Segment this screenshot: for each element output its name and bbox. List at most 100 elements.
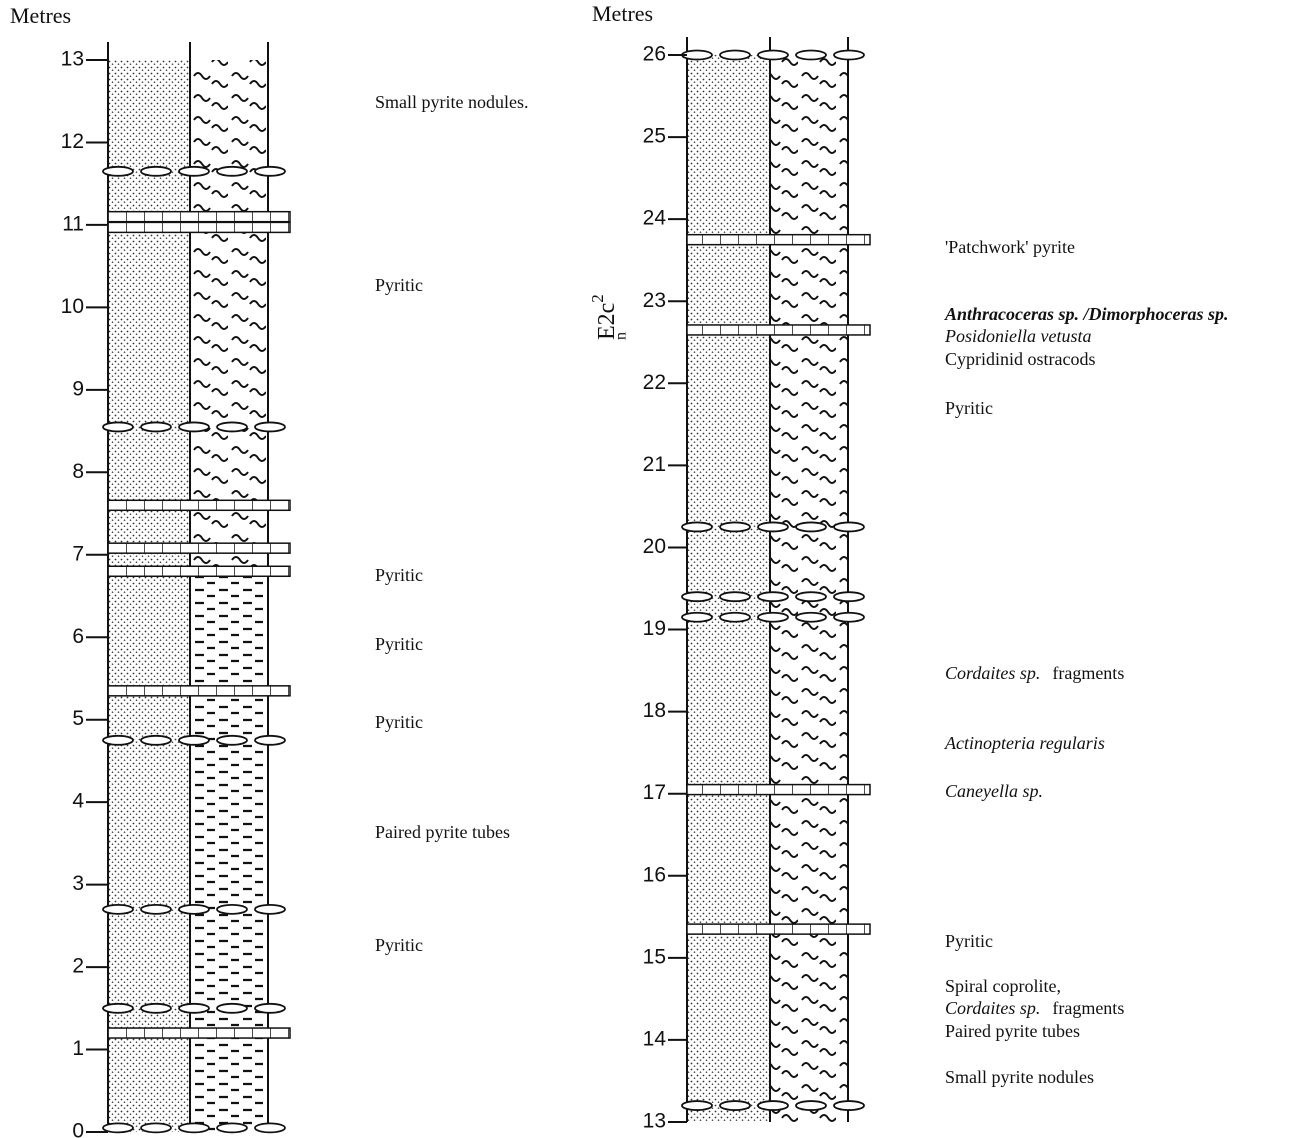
annotation: Anthracoceras sp. /Dimorphoceras sp. [944,304,1229,324]
nodule [720,522,750,531]
nodule [179,167,209,176]
species-name: Actinopteria regularis [944,733,1105,753]
nodule [682,613,712,622]
limestone-band [687,325,870,335]
nodule [255,905,285,914]
limestone-band [108,566,290,576]
nodule [217,905,247,914]
axis-label: Metres [10,3,71,28]
nodule [179,1123,209,1132]
nodule [255,422,285,431]
tick-label: 25 [643,125,666,148]
nodule [834,592,864,601]
annotation-text: Cypridinid ostracods [945,349,1096,369]
annotation-text: Pyritic [375,634,423,654]
annotation: Pyritic [375,935,423,955]
nodule [141,905,171,914]
tick-label: 20 [643,535,666,558]
annotation: Pyritic [375,712,423,732]
nodule [834,522,864,531]
nodule [720,613,750,622]
annotation: Pyritic [945,398,993,418]
tick-label: 2 [72,955,84,978]
nodule [141,422,171,431]
nodule [255,736,285,745]
species-name: Caneyella sp. [945,781,1043,801]
shale-column-laminated [190,571,268,1132]
annotation: Pyritic [375,634,423,654]
zone-superscript: 2 [588,294,607,303]
annotation-text: Pyritic [375,565,423,585]
nodule [834,51,864,60]
tick-label: 24 [643,207,667,230]
limestone-band [108,500,290,510]
tick-label: 4 [72,790,84,813]
nodule [255,1123,285,1132]
annotation: Paired pyrite tubes [945,1021,1080,1041]
nodule [141,1004,171,1013]
nodule [179,905,209,914]
tick-label: 10 [61,295,84,318]
nodule [720,1101,750,1110]
tick-label: 9 [72,377,84,400]
tick-label: 11 [62,212,84,235]
annotation: Pyritic [945,931,993,951]
tick-label: 7 [72,542,84,565]
nodule [682,522,712,531]
tick-label: 0 [72,1120,84,1138]
annotation-text: Paired pyrite tubes [945,1021,1080,1041]
tick-label: 5 [72,707,84,730]
zone-subscript: n [613,332,630,340]
nodule [141,167,171,176]
nodule [682,1101,712,1110]
tick-label: 22 [643,371,666,394]
annotation: Paired pyrite tubes [375,822,510,842]
nodule [255,167,285,176]
annotation-text: Pyritic [375,275,423,295]
tick-label: 18 [643,699,666,722]
tick-label: 17 [643,781,666,804]
nodule [103,736,133,745]
nodule [103,905,133,914]
nodule [179,1004,209,1013]
nodule [720,51,750,60]
species-name: Cordaites sp. [945,998,1040,1018]
nodule [796,592,826,601]
annotation: Cordaites sp. fragments [945,998,1124,1018]
nodule [255,1004,285,1013]
shale-column-wavy [770,55,848,1122]
annotation: Small pyrite nodules. [375,92,528,112]
nodule [217,1123,247,1132]
annotation-text: fragments [1052,663,1124,683]
sandstone-column [687,55,770,1122]
nodule [682,592,712,601]
annotation-text: Pyritic [375,712,423,732]
nodule [796,51,826,60]
nodule [217,1004,247,1013]
tick-label: 21 [643,453,666,476]
species-name: Cordaites sp. [945,663,1040,683]
annotation: Small pyrite nodules [945,1067,1094,1087]
tick-label: 6 [72,625,84,648]
annotation-text: Small pyrite nodules [945,1067,1094,1087]
nodule [796,522,826,531]
species-name: Posidoniella vetusta [944,326,1091,346]
nodule [758,1101,788,1110]
nodule [141,1123,171,1132]
annotation: 'Patchwork' pyrite [945,237,1075,257]
nodule [179,422,209,431]
annotation-text: Spiral coprolite, [945,976,1061,996]
annotation: Caneyella sp. [945,781,1043,801]
tick-label: 3 [72,872,84,895]
annotation-text: fragments [1052,998,1124,1018]
annotation-text: Pyritic [375,935,423,955]
nodule [758,51,788,60]
annotation-text: Paired pyrite tubes [375,822,510,842]
limestone-band [108,212,290,222]
axis-label: Metres [592,1,653,26]
annotation: Posidoniella vetusta [944,326,1091,346]
tick-label: 13 [61,48,84,71]
limestone-band [108,543,290,553]
annotation-text: Pyritic [945,931,993,951]
tick-label: 14 [643,1027,667,1050]
